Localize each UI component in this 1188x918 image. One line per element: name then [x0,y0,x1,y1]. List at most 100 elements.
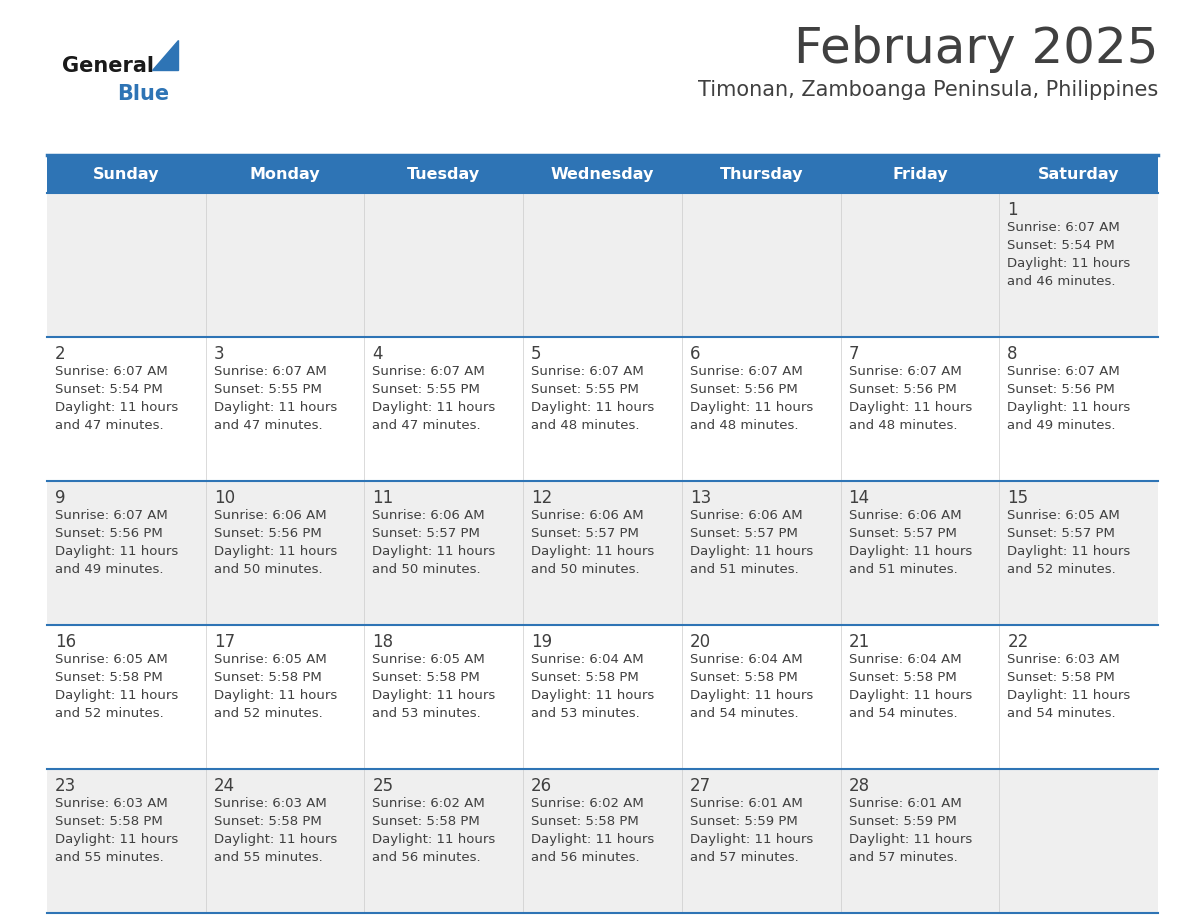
Text: Daylight: 11 hours: Daylight: 11 hours [1007,689,1131,702]
Text: Sunset: 5:58 PM: Sunset: 5:58 PM [55,815,163,828]
Text: Daylight: 11 hours: Daylight: 11 hours [372,545,495,558]
Text: Sunset: 5:55 PM: Sunset: 5:55 PM [372,383,480,396]
Text: Sunset: 5:58 PM: Sunset: 5:58 PM [848,671,956,684]
Text: and 48 minutes.: and 48 minutes. [531,419,639,432]
Text: 4: 4 [372,345,383,363]
Text: Sunset: 5:58 PM: Sunset: 5:58 PM [372,671,480,684]
Text: February 2025: February 2025 [794,25,1158,73]
Text: and 53 minutes.: and 53 minutes. [372,707,481,720]
Text: Sunrise: 6:05 AM: Sunrise: 6:05 AM [55,653,168,666]
Text: Thursday: Thursday [720,166,803,182]
Text: Daylight: 11 hours: Daylight: 11 hours [848,545,972,558]
Text: Sunset: 5:58 PM: Sunset: 5:58 PM [531,671,639,684]
Text: Sunrise: 6:01 AM: Sunrise: 6:01 AM [690,797,803,810]
Text: Sunset: 5:57 PM: Sunset: 5:57 PM [1007,527,1116,540]
Text: 21: 21 [848,633,870,651]
Text: Sunrise: 6:02 AM: Sunrise: 6:02 AM [372,797,485,810]
Text: Sunset: 5:58 PM: Sunset: 5:58 PM [1007,671,1116,684]
Text: and 49 minutes.: and 49 minutes. [1007,419,1116,432]
Text: and 54 minutes.: and 54 minutes. [848,707,958,720]
Bar [48,769,1158,913]
Text: Sunset: 5:59 PM: Sunset: 5:59 PM [848,815,956,828]
Text: Sunrise: 6:07 AM: Sunrise: 6:07 AM [55,509,168,522]
Text: Friday: Friday [892,166,948,182]
Text: 7: 7 [848,345,859,363]
Text: Daylight: 11 hours: Daylight: 11 hours [848,401,972,414]
Text: Sunrise: 6:07 AM: Sunrise: 6:07 AM [531,365,644,378]
Text: and 50 minutes.: and 50 minutes. [372,563,481,576]
Text: Daylight: 11 hours: Daylight: 11 hours [1007,401,1131,414]
Text: Daylight: 11 hours: Daylight: 11 hours [372,689,495,702]
Text: Sunset: 5:58 PM: Sunset: 5:58 PM [214,671,322,684]
Text: and 57 minutes.: and 57 minutes. [690,851,798,864]
Text: Sunset: 5:57 PM: Sunset: 5:57 PM [531,527,639,540]
Text: 17: 17 [214,633,235,651]
Text: Daylight: 11 hours: Daylight: 11 hours [531,689,655,702]
Text: Daylight: 11 hours: Daylight: 11 hours [848,833,972,846]
Text: Sunrise: 6:07 AM: Sunrise: 6:07 AM [214,365,327,378]
Text: Daylight: 11 hours: Daylight: 11 hours [214,401,337,414]
Text: Sunset: 5:55 PM: Sunset: 5:55 PM [214,383,322,396]
Text: Sunset: 5:54 PM: Sunset: 5:54 PM [55,383,163,396]
Text: and 55 minutes.: and 55 minutes. [55,851,164,864]
Text: and 56 minutes.: and 56 minutes. [372,851,481,864]
Text: Wednesday: Wednesday [551,166,655,182]
Text: 15: 15 [1007,489,1029,507]
Text: and 47 minutes.: and 47 minutes. [372,419,481,432]
Text: 6: 6 [690,345,701,363]
Text: and 51 minutes.: and 51 minutes. [848,563,958,576]
Text: Daylight: 11 hours: Daylight: 11 hours [531,833,655,846]
Text: 24: 24 [214,777,235,795]
Bar [48,155,1158,193]
Text: and 50 minutes.: and 50 minutes. [531,563,640,576]
Text: Sunrise: 6:04 AM: Sunrise: 6:04 AM [848,653,961,666]
Text: Daylight: 11 hours: Daylight: 11 hours [690,545,813,558]
Text: and 48 minutes.: and 48 minutes. [690,419,798,432]
Text: and 51 minutes.: and 51 minutes. [690,563,798,576]
Text: Sunrise: 6:06 AM: Sunrise: 6:06 AM [848,509,961,522]
Text: and 48 minutes.: and 48 minutes. [848,419,958,432]
Text: Sunrise: 6:07 AM: Sunrise: 6:07 AM [848,365,961,378]
Text: Daylight: 11 hours: Daylight: 11 hours [690,833,813,846]
Text: and 49 minutes.: and 49 minutes. [55,563,164,576]
Text: Sunset: 5:54 PM: Sunset: 5:54 PM [1007,239,1116,252]
Text: and 54 minutes.: and 54 minutes. [690,707,798,720]
Text: and 52 minutes.: and 52 minutes. [214,707,322,720]
Text: Saturday: Saturday [1038,166,1119,182]
Text: Sunrise: 6:05 AM: Sunrise: 6:05 AM [214,653,327,666]
Text: Sunset: 5:58 PM: Sunset: 5:58 PM [372,815,480,828]
Text: 1: 1 [1007,201,1018,219]
Text: 28: 28 [848,777,870,795]
Text: Sunrise: 6:05 AM: Sunrise: 6:05 AM [1007,509,1120,522]
Text: Sunrise: 6:06 AM: Sunrise: 6:06 AM [214,509,327,522]
Bar [48,625,1158,769]
Text: Sunset: 5:57 PM: Sunset: 5:57 PM [848,527,956,540]
Text: 13: 13 [690,489,712,507]
Bar [48,193,1158,337]
Text: Daylight: 11 hours: Daylight: 11 hours [372,833,495,846]
Text: Daylight: 11 hours: Daylight: 11 hours [690,689,813,702]
Text: 19: 19 [531,633,552,651]
Text: 16: 16 [55,633,76,651]
Text: Sunset: 5:58 PM: Sunset: 5:58 PM [55,671,163,684]
Text: Daylight: 11 hours: Daylight: 11 hours [531,545,655,558]
Text: Sunset: 5:56 PM: Sunset: 5:56 PM [690,383,797,396]
Text: Sunrise: 6:07 AM: Sunrise: 6:07 AM [690,365,803,378]
Text: Daylight: 11 hours: Daylight: 11 hours [55,545,178,558]
Text: Sunset: 5:57 PM: Sunset: 5:57 PM [690,527,797,540]
Bar [48,481,1158,625]
Text: Monday: Monday [249,166,321,182]
Text: 10: 10 [214,489,235,507]
Text: Daylight: 11 hours: Daylight: 11 hours [214,689,337,702]
Text: Timonan, Zamboanga Peninsula, Philippines: Timonan, Zamboanga Peninsula, Philippine… [697,80,1158,100]
Text: Daylight: 11 hours: Daylight: 11 hours [55,401,178,414]
Text: 12: 12 [531,489,552,507]
Text: 9: 9 [55,489,65,507]
Text: Blue: Blue [116,84,169,104]
Text: 2: 2 [55,345,65,363]
Text: 18: 18 [372,633,393,651]
Text: and 52 minutes.: and 52 minutes. [55,707,164,720]
Text: Sunset: 5:56 PM: Sunset: 5:56 PM [848,383,956,396]
Text: Sunrise: 6:06 AM: Sunrise: 6:06 AM [372,509,485,522]
Text: Tuesday: Tuesday [407,166,480,182]
